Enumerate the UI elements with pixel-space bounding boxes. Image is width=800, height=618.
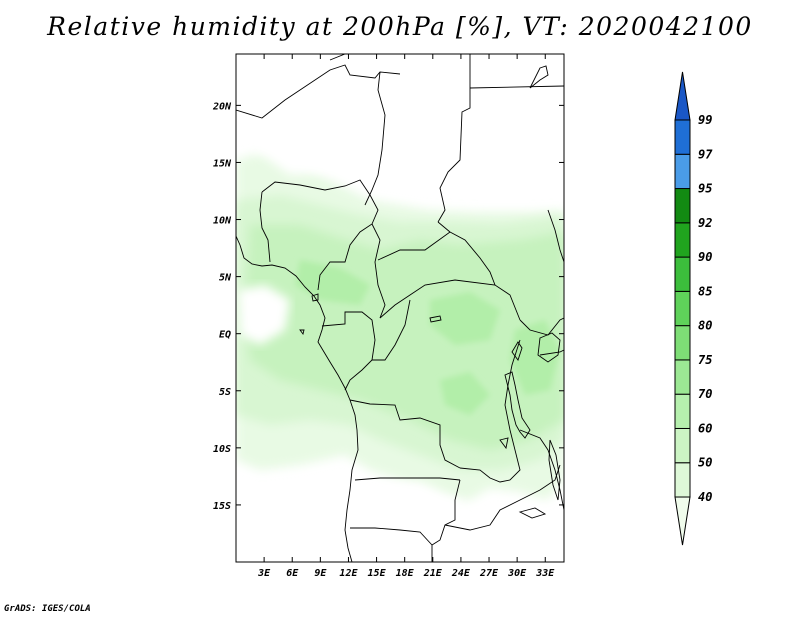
colorbar-label: 80: [698, 319, 712, 333]
border: [437, 54, 471, 223]
island: [529, 65, 549, 89]
colorbar: 40 50 60 70 75 80 85 90 92 95 97 99: [674, 71, 713, 546]
border: [350, 527, 433, 546]
lat-tick-label: 15S: [213, 501, 231, 512]
colorbar-segment: [674, 153, 691, 190]
humidity-band-70: [430, 292, 500, 345]
border: [519, 429, 564, 511]
colorbar-segment: [674, 462, 691, 498]
colorbar-segment: [674, 393, 691, 429]
lat-tick-label: 10S: [213, 444, 231, 455]
colorbar-label: 50: [698, 456, 712, 470]
lon-tick-label: 30E: [507, 568, 527, 579]
lake-tanganyika: [504, 371, 531, 439]
border: [371, 223, 386, 319]
border: [547, 209, 564, 263]
lon-tick-label: 12E: [339, 568, 358, 579]
credit-text: GrADS: IGES/COLA: [4, 604, 91, 614]
lat-tick-label: 5N: [219, 273, 232, 284]
island: [429, 315, 442, 323]
colorbar-top-triangle: [674, 71, 691, 121]
latitude-axis: 20N 15N 10N 5N EQ 5S 10S 15S: [212, 101, 564, 512]
lon-tick-label: 6E: [286, 568, 299, 579]
lon-tick-label: 33E: [535, 568, 555, 579]
coastline: [236, 235, 359, 562]
plot-frame: [235, 53, 565, 563]
colorbar-segment: [674, 222, 691, 258]
lon-tick-label: 27E: [479, 568, 499, 579]
humidity-band-70: [440, 372, 490, 415]
colorbar-segment: [674, 359, 691, 395]
colorbar-bottom-triangle: [674, 496, 691, 546]
lon-tick-label: 15E: [368, 568, 387, 579]
colorbar-label: 70: [698, 387, 712, 401]
border: [372, 299, 411, 361]
lon-tick-label: 18E: [396, 568, 415, 579]
lat-tick-label: EQ: [219, 330, 231, 341]
lat-tick-label: 10N: [213, 216, 232, 227]
colorbar-segment: [674, 188, 691, 224]
page-title: Relative humidity at 200hPa [%], VT: 202…: [47, 12, 753, 41]
dry-region: [238, 285, 290, 345]
lat-tick-label: 5S: [219, 387, 231, 398]
border: [349, 399, 461, 469]
colorbar-segment: [674, 256, 691, 292]
lat-tick-label: 15N: [213, 158, 232, 169]
colorbar-segment: [674, 427, 691, 464]
lake-victoria: [537, 332, 561, 363]
lon-tick-label: 3E: [257, 568, 271, 579]
colorbar-label: 40: [698, 490, 712, 504]
colorbar-label: 95: [698, 182, 712, 196]
border: [259, 191, 271, 263]
border: [379, 279, 521, 321]
plot-area: [235, 53, 565, 563]
lake-malawi: [548, 439, 561, 501]
border: [236, 64, 401, 119]
colorbar-label: 85: [698, 284, 712, 298]
lake-albert: [511, 341, 523, 361]
humidity-field: [236, 95, 564, 545]
colorbar-segment: [674, 325, 691, 361]
colorbar-label: 99: [698, 113, 712, 127]
lake-mweru: [499, 437, 509, 450]
lat-tick-label: 20N: [212, 101, 232, 112]
border: [539, 349, 564, 356]
lon-tick-label: 9E: [314, 568, 327, 579]
lon-tick-label: 21E: [423, 568, 443, 579]
colorbar-label: 97: [698, 147, 713, 161]
border: [321, 311, 376, 391]
colorbar-segment: [674, 290, 691, 327]
dry-region: [250, 95, 360, 175]
country-borders: [236, 54, 564, 562]
border: [459, 339, 521, 483]
colorbar-label: 92: [698, 216, 712, 230]
border: [329, 54, 346, 61]
border: [261, 179, 379, 291]
border: [377, 231, 496, 286]
border: [354, 477, 461, 481]
border: [437, 221, 451, 233]
colorbar-label: 60: [698, 421, 712, 435]
humidity-band-70: [510, 320, 560, 395]
colorbar-segment: [674, 119, 691, 155]
longitude-axis: 3E 6E 9E 12E 15E 18E 21E 24E 27E 30E 33E: [257, 54, 555, 579]
humidity-band-70: [295, 260, 370, 305]
island: [311, 293, 319, 302]
island: [299, 329, 305, 336]
border: [364, 71, 386, 206]
border: [469, 85, 564, 89]
lake-kariba: [518, 507, 547, 519]
colorbar-label: 75: [698, 353, 712, 367]
lon-tick-label: 24E: [451, 568, 471, 579]
colorbar-label: 90: [698, 250, 712, 264]
